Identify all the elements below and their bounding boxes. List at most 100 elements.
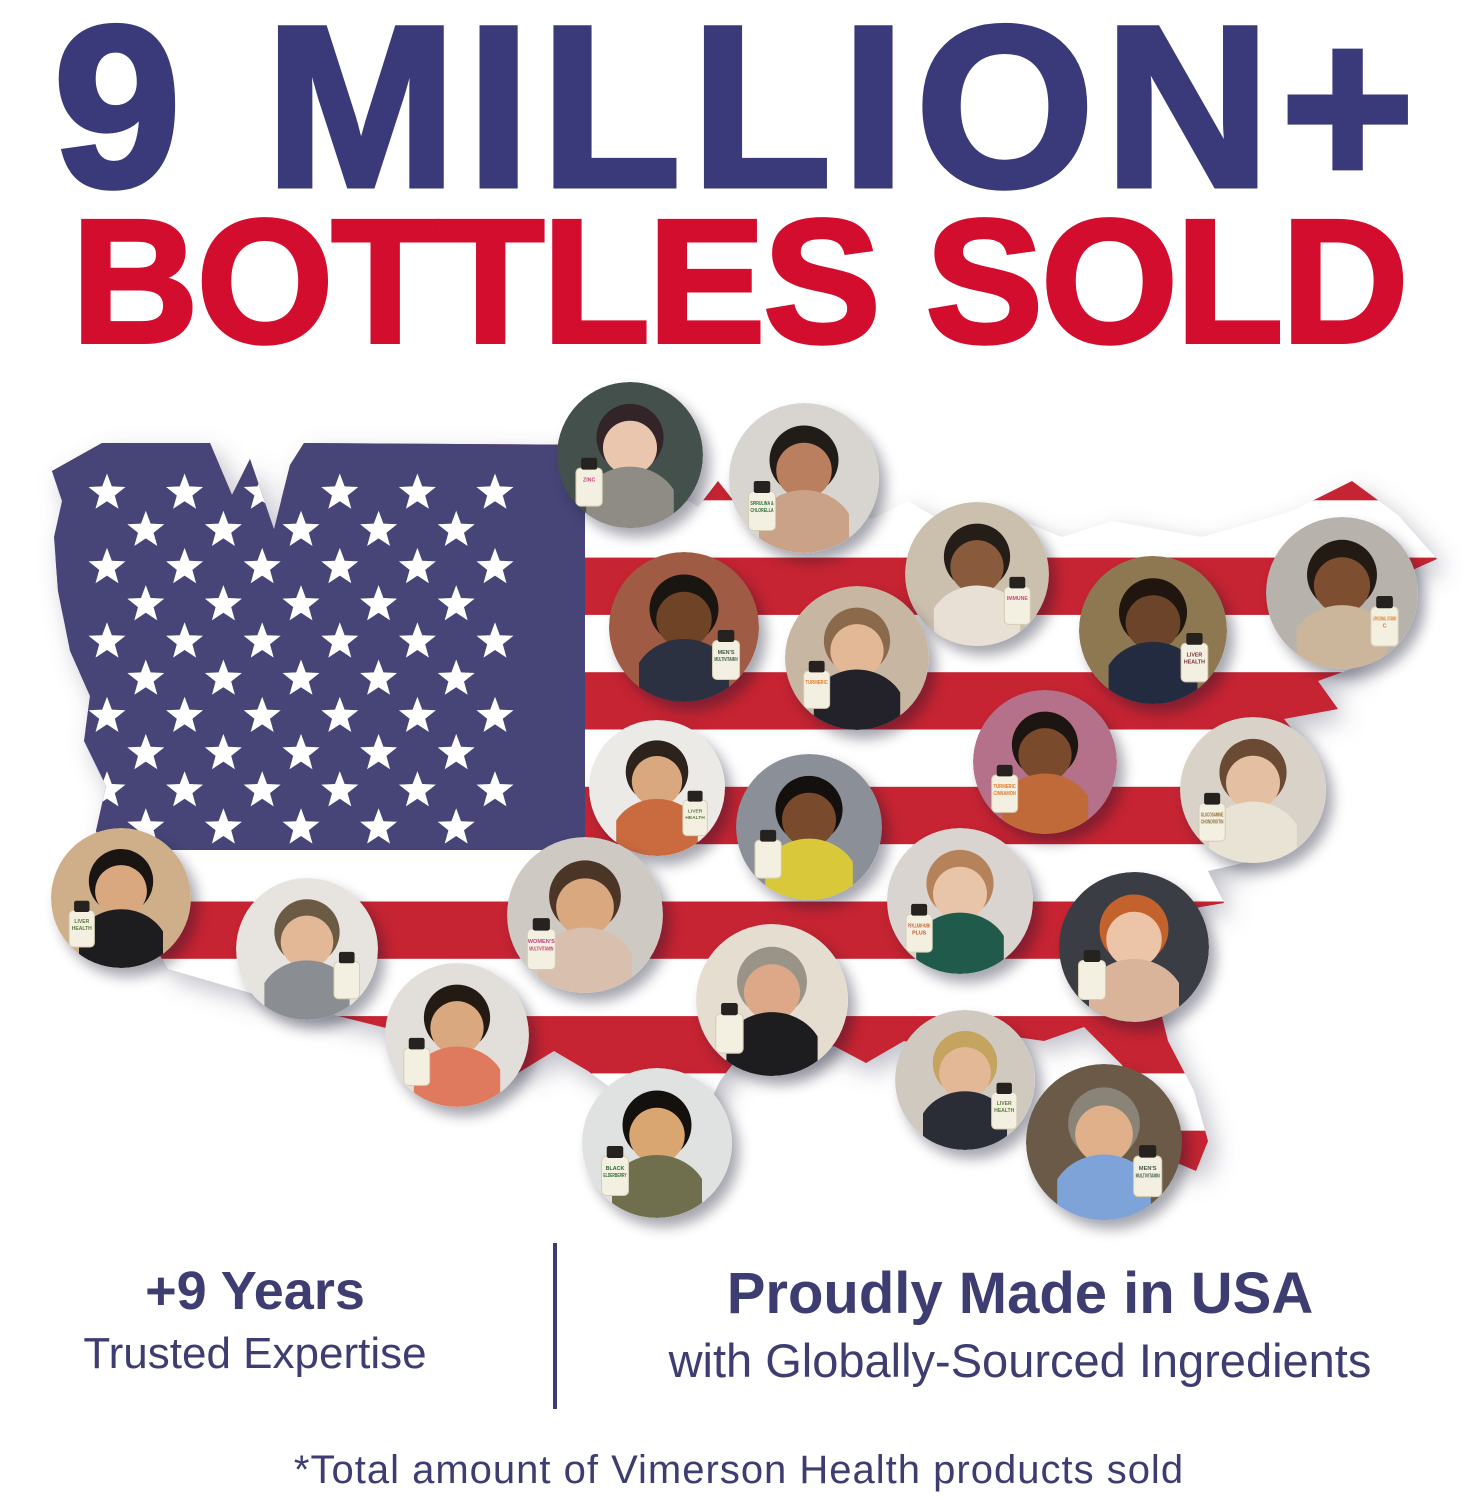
customer-photo bbox=[696, 924, 848, 1076]
customer-photo-placeholder bbox=[385, 963, 529, 1107]
svg-text:WOMEN'S: WOMEN'S bbox=[528, 939, 555, 945]
svg-text:HEALTH: HEALTH bbox=[1184, 660, 1205, 666]
product-bottle-icon: LIPOSOMAL VITAMIN C bbox=[1370, 596, 1399, 647]
product-bottle-icon: WOMEN'S MULTIVITAMIN bbox=[526, 918, 556, 971]
customer-photo-placeholder bbox=[696, 924, 848, 1076]
customer-photo-placeholder bbox=[736, 754, 882, 900]
product-bottle-icon bbox=[403, 1037, 431, 1086]
customer-photo: PSYLLIUM HUSK PLUS bbox=[887, 828, 1033, 974]
headline-line1: 9 MILLION+ bbox=[51, 0, 1425, 235]
svg-text:SPIRULINA &: SPIRULINA & bbox=[750, 501, 773, 507]
product-bottle-icon: SPIRULINA &CHLORELLA bbox=[747, 481, 777, 532]
svg-text:BLACK: BLACK bbox=[606, 1166, 625, 1172]
customer-photo: LIVER HEALTH bbox=[589, 720, 725, 856]
svg-text:HEALTH: HEALTH bbox=[72, 926, 92, 932]
years-title: +9 Years bbox=[145, 1261, 365, 1321]
product-bottle-icon: TURMERIC bbox=[803, 660, 831, 709]
customer-photo: MEN'S MULTIVITAMIN bbox=[609, 552, 759, 702]
svg-text:CINNAMON: CINNAMON bbox=[994, 791, 1017, 797]
svg-text:IMMUNE: IMMUNE bbox=[1007, 596, 1029, 602]
headline-line2: BOTTLES SOLD bbox=[69, 184, 1410, 380]
customer-photo-placeholder bbox=[1059, 872, 1209, 1022]
svg-text:LIVER: LIVER bbox=[74, 919, 89, 925]
svg-text:LIVER: LIVER bbox=[997, 1101, 1012, 1107]
customer-photo: LIVER HEALTH bbox=[51, 828, 191, 968]
svg-text:CHONDROITIN: CHONDROITIN bbox=[1201, 819, 1224, 825]
product-bottle-icon: IMMUNE bbox=[1003, 576, 1031, 625]
svg-text:MULTIVITAMIN: MULTIVITAMIN bbox=[1136, 1174, 1160, 1180]
customer-photo-placeholder bbox=[236, 878, 378, 1020]
svg-text:C: C bbox=[1383, 624, 1387, 630]
customer-photo: LIVER HEALTH bbox=[1079, 556, 1227, 704]
product-bottle-icon bbox=[333, 951, 361, 1000]
customer-photo bbox=[236, 878, 378, 1020]
footer-right-block: Proudly Made in USA with Globally-Source… bbox=[600, 1262, 1440, 1388]
customer-photo-placeholder: ZINC bbox=[557, 382, 703, 528]
footnote: *Total amount of Vimerson Health product… bbox=[293, 1448, 1185, 1492]
svg-text:CHLORELLA: CHLORELLA bbox=[750, 508, 773, 514]
customer-photo: TURMERIC CINNAMON bbox=[973, 690, 1117, 834]
product-bottle-icon: MEN'S MULTIVITAMIN bbox=[1133, 1145, 1163, 1198]
footer-divider bbox=[553, 1243, 557, 1409]
product-bottle-icon: ZINC bbox=[575, 457, 603, 507]
customer-photo: IMMUNE bbox=[905, 502, 1049, 646]
footer-left-block: +9 Years Trusted Expertise bbox=[30, 1261, 480, 1380]
years-subtitle: Trusted Expertise bbox=[83, 1329, 427, 1379]
product-bottle-icon bbox=[754, 829, 782, 879]
svg-text:MULTIVITAMIN: MULTIVITAMIN bbox=[714, 657, 737, 663]
product-bottle-icon bbox=[1077, 950, 1107, 1001]
customer-photo: TURMERIC bbox=[785, 586, 929, 730]
flag-stars bbox=[88, 473, 514, 844]
customer-photo bbox=[736, 754, 882, 900]
svg-text:LIVER: LIVER bbox=[688, 808, 703, 814]
customer-photo-placeholder: MEN'S MULTIVITAMIN bbox=[1026, 1064, 1182, 1220]
customer-photo-placeholder: TURMERIC bbox=[785, 586, 929, 730]
svg-text:LIVER: LIVER bbox=[1187, 653, 1203, 659]
customer-photo: LIVER HEALTH bbox=[895, 1010, 1035, 1150]
customer-photo-placeholder: SPIRULINA &CHLORELLA bbox=[729, 403, 879, 553]
customer-photo-placeholder: WOMEN'S MULTIVITAMIN bbox=[507, 837, 663, 993]
svg-text:MEN'S: MEN'S bbox=[1139, 1166, 1157, 1172]
customer-photo: MEN'S MULTIVITAMIN bbox=[1026, 1064, 1182, 1220]
customer-photo: WOMEN'S MULTIVITAMIN bbox=[507, 837, 663, 993]
svg-text:HEALTH: HEALTH bbox=[685, 815, 705, 821]
svg-text:TURMERIC: TURMERIC bbox=[806, 680, 829, 686]
svg-text:HEALTH: HEALTH bbox=[994, 1108, 1014, 1114]
made-in-usa-subtitle: with Globally-Sourced Ingredients bbox=[668, 1333, 1372, 1387]
customer-photo bbox=[1059, 872, 1209, 1022]
made-in-usa-title: Proudly Made in USA bbox=[726, 1261, 1314, 1326]
customer-photo: ZINC bbox=[557, 382, 703, 528]
svg-text:ELDERBERRY: ELDERBERRY bbox=[603, 1173, 627, 1179]
customer-photo-placeholder: LIPOSOMAL VITAMIN C bbox=[1266, 517, 1418, 669]
customer-photo: SPIRULINA & CHLORELLA bbox=[729, 403, 879, 553]
svg-text:MEN'S: MEN'S bbox=[718, 650, 735, 656]
svg-text:TURMERIC: TURMERIC bbox=[994, 784, 1017, 790]
customer-photo: BLACK ELDERBERRY bbox=[582, 1068, 732, 1218]
customer-photo: GLUCOSAMINE CHONDROITIN bbox=[1180, 717, 1326, 863]
customer-photo: LIPOSOMAL VITAMIN C bbox=[1266, 517, 1418, 669]
svg-text:PLUS: PLUS bbox=[912, 930, 927, 936]
svg-text:LIPOSOMAL VITAMIN: LIPOSOMAL VITAMIN bbox=[1373, 616, 1397, 622]
svg-text:GLUCOSAMINE: GLUCOSAMINE bbox=[1201, 812, 1224, 818]
customer-photo-placeholder: IMMUNE bbox=[905, 502, 1049, 646]
